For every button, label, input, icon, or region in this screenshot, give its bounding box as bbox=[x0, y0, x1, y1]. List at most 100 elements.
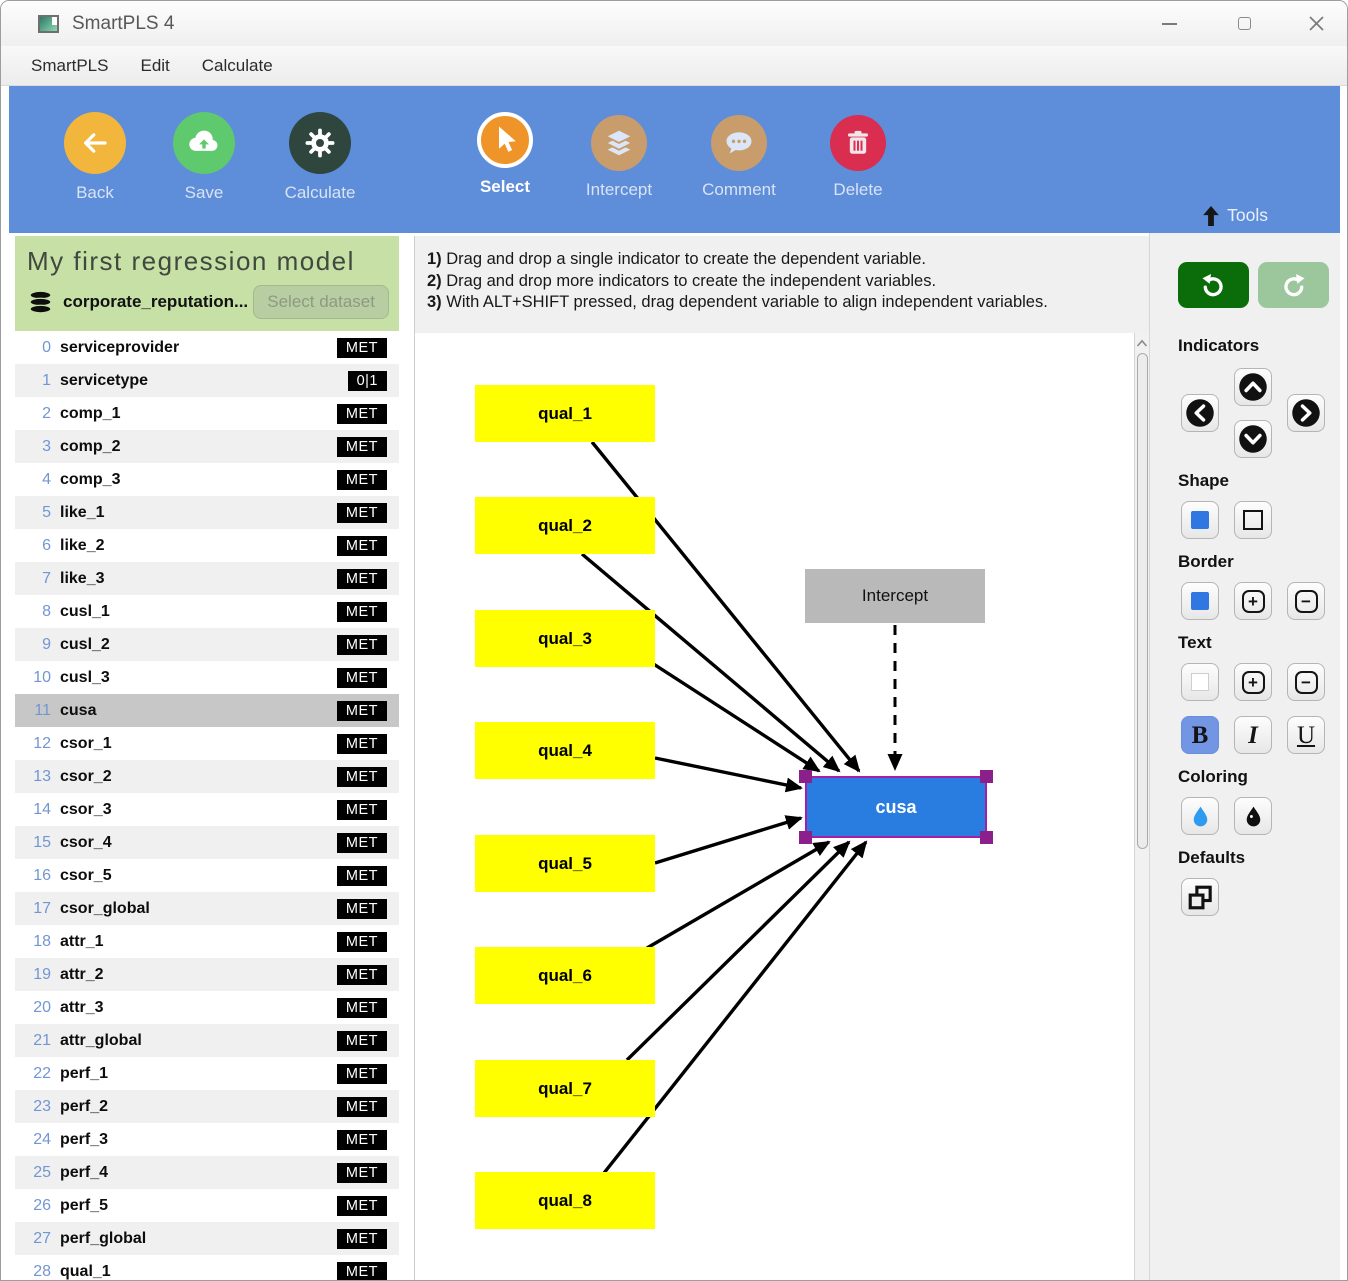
scrollbar-thumb[interactable] bbox=[1136, 353, 1148, 849]
indicator-row-perf_3[interactable]: 24 perf_3 MET bbox=[15, 1123, 399, 1156]
indicator-row-attr_1[interactable]: 18 attr_1 MET bbox=[15, 925, 399, 958]
indicator-row-comp_1[interactable]: 2 comp_1 MET bbox=[15, 397, 399, 430]
indicator-row-csor_4[interactable]: 15 csor_4 MET bbox=[15, 826, 399, 859]
italic-button[interactable]: I bbox=[1234, 716, 1272, 754]
indicator-row-csor_2[interactable]: 13 csor_2 MET bbox=[15, 760, 399, 793]
move-indicators-left-button[interactable] bbox=[1181, 394, 1219, 432]
close-button[interactable] bbox=[1293, 1, 1339, 46]
text-size-decrease-button[interactable]: − bbox=[1287, 663, 1325, 701]
indicator-node-qual_5[interactable]: qual_5 bbox=[475, 835, 655, 892]
chevron-left-icon bbox=[1186, 399, 1214, 427]
indicator-name: cusl_1 bbox=[60, 602, 110, 620]
apply-defaults-button[interactable] bbox=[1181, 878, 1219, 916]
intercept-tool-button[interactable]: Intercept bbox=[573, 112, 665, 200]
menu-calculate[interactable]: Calculate bbox=[201, 55, 273, 75]
save-button[interactable]: Save bbox=[158, 112, 250, 203]
indicator-row-perf_4[interactable]: 25 perf_4 MET bbox=[15, 1156, 399, 1189]
delete-tool-button[interactable]: Delete bbox=[812, 112, 904, 200]
indicator-row-like_3[interactable]: 7 like_3 MET bbox=[15, 562, 399, 595]
intercept-node[interactable]: Intercept bbox=[805, 569, 985, 623]
border-color-button[interactable] bbox=[1181, 582, 1219, 620]
indicator-name: csor_5 bbox=[60, 866, 112, 884]
dependent-node-cusa[interactable]: cusa bbox=[805, 776, 987, 838]
indicator-row-perf_global[interactable]: 27 perf_global MET bbox=[15, 1222, 399, 1255]
indicator-row-perf_1[interactable]: 22 perf_1 MET bbox=[15, 1057, 399, 1090]
undo-button[interactable] bbox=[1178, 262, 1249, 308]
minimize-button[interactable] bbox=[1146, 1, 1192, 46]
indicator-name: csor_global bbox=[60, 899, 150, 917]
line-coloring-button[interactable] bbox=[1234, 797, 1272, 835]
indicator-row-cusl_2[interactable]: 9 cusl_2 MET bbox=[15, 628, 399, 661]
border-decrease-button[interactable]: − bbox=[1287, 582, 1325, 620]
indicator-row-servicetype[interactable]: 1 servicetype 0|1 bbox=[15, 364, 399, 397]
indicator-node-qual_8[interactable]: qual_8 bbox=[475, 1172, 655, 1229]
indicator-row-csor_1[interactable]: 12 csor_1 MET bbox=[15, 727, 399, 760]
selection-handle[interactable] bbox=[799, 770, 812, 783]
model-header: My first regression model corporate_repu… bbox=[15, 236, 399, 331]
indicator-row-csor_global[interactable]: 17 csor_global MET bbox=[15, 892, 399, 925]
indicator-row-like_1[interactable]: 5 like_1 MET bbox=[15, 496, 399, 529]
indicator-node-qual_3[interactable]: qual_3 bbox=[475, 610, 655, 667]
underline-button[interactable]: U bbox=[1287, 716, 1325, 754]
back-button[interactable]: Back bbox=[49, 112, 141, 203]
selection-handle[interactable] bbox=[980, 770, 993, 783]
border-increase-button[interactable]: + bbox=[1234, 582, 1272, 620]
shape-fill-color-button[interactable] bbox=[1181, 501, 1219, 539]
indicator-row-comp_3[interactable]: 4 comp_3 MET bbox=[15, 463, 399, 496]
indicator-row-cusl_1[interactable]: 8 cusl_1 MET bbox=[15, 595, 399, 628]
indicator-list: 0 serviceprovider MET 1 servicetype 0|1 2 comp_… bbox=[15, 331, 399, 1280]
bold-button[interactable]: B bbox=[1181, 716, 1219, 754]
calculate-button[interactable]: Calculate bbox=[274, 112, 366, 203]
indicator-row-attr_global[interactable]: 21 attr_global MET bbox=[15, 1024, 399, 1057]
scale-badge: MET bbox=[336, 1063, 387, 1084]
move-indicators-right-button[interactable] bbox=[1287, 394, 1325, 432]
indicator-row-csor_5[interactable]: 16 csor_5 MET bbox=[15, 859, 399, 892]
shape-outline-button[interactable] bbox=[1234, 501, 1272, 539]
text-color-button[interactable] bbox=[1181, 663, 1219, 701]
select-dataset-button[interactable]: Select dataset bbox=[253, 285, 389, 319]
comment-tool-button[interactable]: Comment bbox=[693, 112, 785, 200]
text-size-increase-button[interactable]: + bbox=[1234, 663, 1272, 701]
indicator-node-qual_6[interactable]: qual_6 bbox=[475, 947, 655, 1004]
menu-edit[interactable]: Edit bbox=[140, 55, 170, 75]
toolbar-button-label: Intercept bbox=[585, 180, 653, 199]
indicator-node-qual_2[interactable]: qual_2 bbox=[475, 497, 655, 554]
tools-toggle[interactable]: Tools bbox=[1203, 205, 1268, 226]
indicator-node-qual_4[interactable]: qual_4 bbox=[475, 722, 655, 779]
redo-button[interactable] bbox=[1258, 262, 1329, 308]
indicator-row-attr_2[interactable]: 19 attr_2 MET bbox=[15, 958, 399, 991]
scale-badge: MET bbox=[336, 1096, 387, 1117]
indicator-row-like_2[interactable]: 6 like_2 MET bbox=[15, 529, 399, 562]
indicator-row-perf_2[interactable]: 23 perf_2 MET bbox=[15, 1090, 399, 1123]
indicator-node-qual_1[interactable]: qual_1 bbox=[475, 385, 655, 442]
scale-badge: MET bbox=[336, 1228, 387, 1249]
indicator-index: 10 bbox=[33, 668, 51, 686]
fill-coloring-button[interactable] bbox=[1181, 797, 1219, 835]
maximize-button[interactable] bbox=[1221, 1, 1267, 46]
menu-smartpls[interactable]: SmartPLS bbox=[31, 55, 109, 75]
move-indicators-up-button[interactable] bbox=[1234, 368, 1272, 406]
indicator-row-cusl_3[interactable]: 10 cusl_3 MET bbox=[15, 661, 399, 694]
indicator-name: servicetype bbox=[60, 371, 149, 389]
indicator-name: perf_2 bbox=[60, 1097, 109, 1115]
canvas-scrollbar[interactable] bbox=[1134, 333, 1149, 1280]
indicator-row-attr_3[interactable]: 20 attr_3 MET bbox=[15, 991, 399, 1024]
indicator-row-qual_1[interactable]: 28 qual_1 MET bbox=[15, 1255, 399, 1280]
indicator-row-cusa[interactable]: 11 cusa MET bbox=[15, 694, 399, 727]
indicator-row-serviceprovider[interactable]: 0 serviceprovider MET bbox=[15, 331, 399, 364]
move-indicators-down-button[interactable] bbox=[1234, 420, 1272, 458]
indicator-index: 9 bbox=[42, 635, 51, 653]
indicator-row-csor_3[interactable]: 14 csor_3 MET bbox=[15, 793, 399, 826]
toolbar-button-label: Select bbox=[479, 177, 531, 196]
selection-handle[interactable] bbox=[980, 831, 993, 844]
indicator-index: 26 bbox=[33, 1196, 51, 1214]
select-tool-button[interactable]: Select bbox=[459, 112, 551, 197]
selection-handle[interactable] bbox=[799, 831, 812, 844]
cloud-upload-icon bbox=[173, 112, 235, 174]
indicator-row-comp_2[interactable]: 3 comp_2 MET bbox=[15, 430, 399, 463]
indicator-index: 6 bbox=[42, 536, 51, 554]
comment-bubble-icon bbox=[711, 115, 767, 171]
indicator-row-perf_5[interactable]: 26 perf_5 MET bbox=[15, 1189, 399, 1222]
indicator-node-qual_7[interactable]: qual_7 bbox=[475, 1060, 655, 1117]
